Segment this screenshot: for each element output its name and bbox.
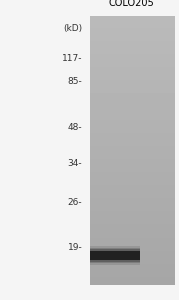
Bar: [90, 248, 140, 263]
Text: 34-: 34-: [68, 159, 82, 168]
Bar: [90, 249, 140, 262]
Bar: [90, 246, 140, 265]
Text: (kD): (kD): [63, 24, 82, 33]
Text: 48-: 48-: [68, 123, 82, 132]
Bar: [90, 251, 140, 260]
Text: 85-: 85-: [68, 76, 82, 85]
Text: 26-: 26-: [68, 198, 82, 207]
Text: COLO205: COLO205: [109, 0, 154, 8]
Text: 19-: 19-: [68, 243, 82, 252]
Text: 117-: 117-: [62, 54, 82, 63]
